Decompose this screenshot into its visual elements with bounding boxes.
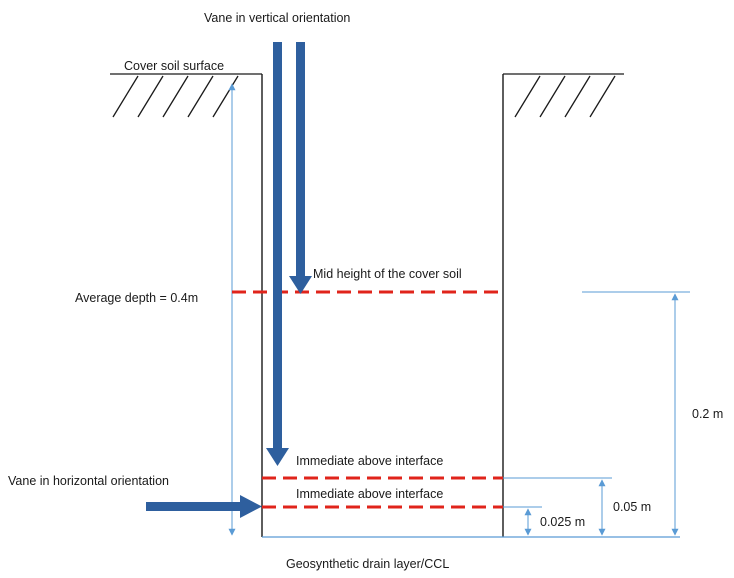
dimension-0-05-label: 0.05 m xyxy=(613,500,651,514)
bottom-layer-label: Geosynthetic drain layer/CCL xyxy=(286,557,449,571)
ground-hatch-right xyxy=(503,73,624,118)
average-depth-label: Average depth = 0.4m xyxy=(75,291,198,305)
dimension-0-025-label: 0.025 m xyxy=(540,515,585,529)
mid-height-label: Mid height of the cover soil xyxy=(313,267,462,281)
vane-vertical-label: Vane in vertical orientation xyxy=(204,11,350,25)
vertical-vane-short-arrow xyxy=(289,42,312,294)
vertical-vane-long-arrow xyxy=(266,42,289,466)
lower-interface-label: Immediate above interface xyxy=(296,487,443,501)
cover-soil-surface-label: Cover soil surface xyxy=(124,59,224,73)
upper-interface-label: Immediate above interface xyxy=(296,454,443,468)
vane-horizontal-label: Vane in horizontal orientation xyxy=(8,474,169,488)
horizontal-vane-arrow xyxy=(146,495,262,518)
ground-hatch-left xyxy=(110,73,262,118)
dimension-0-2-label: 0.2 m xyxy=(692,407,723,421)
